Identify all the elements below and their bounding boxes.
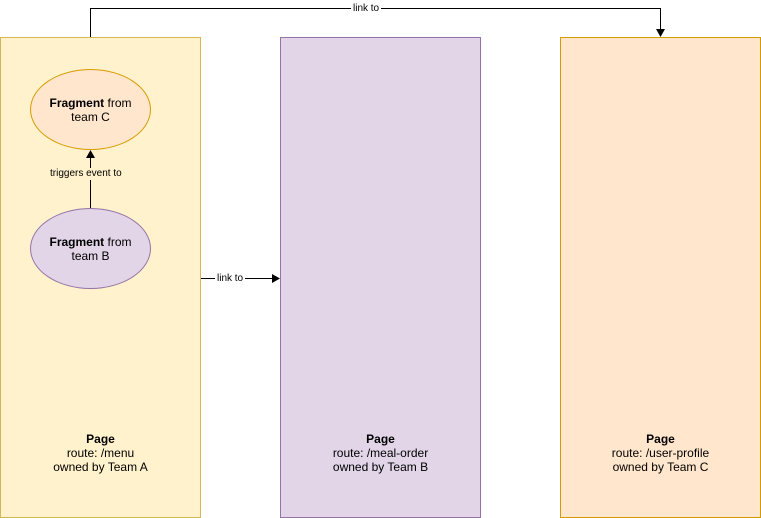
fragment-team-b: Fragment from team B: [30, 208, 151, 289]
page-meal-order-label: Page route: /meal-order owned by Team B: [281, 432, 480, 474]
page-user-profile-route: route: /user-profile: [611, 446, 710, 460]
edge-label-menu-to-meal-order: link to: [215, 273, 246, 285]
page-meal-order: Page route: /meal-order owned by Team B: [280, 37, 481, 518]
arrowhead-menu-to-user-profile: [656, 29, 665, 37]
fragment-team-c-text: Fragment from team C: [37, 96, 144, 124]
fragment-team-c-bold: Fragment: [49, 95, 105, 110]
fragment-team-c: Fragment from team C: [30, 69, 151, 150]
arrowhead-menu-to-meal-order: [272, 274, 280, 283]
edge-label-menu-to-user-profile: link to: [351, 3, 382, 15]
page-user-profile-label: Page route: /user-profile owned by Team …: [561, 432, 760, 474]
page-menu-owner: owned by Team A: [53, 460, 148, 474]
fragment-team-b-text: Fragment from team B: [37, 235, 144, 263]
edge-label-triggers-event: triggers event to: [48, 168, 124, 180]
fragment-team-b-rest: from team B: [71, 234, 132, 263]
page-user-profile-title: Page: [646, 432, 675, 446]
arrowhead-fragment-b-to-fragment-c: [86, 150, 95, 158]
page-user-profile: Page route: /user-profile owned by Team …: [560, 37, 761, 518]
page-meal-order-owner: owned by Team B: [332, 460, 429, 474]
page-user-profile-owner: owned by Team C: [612, 460, 709, 474]
page-menu-title: Page: [86, 432, 115, 446]
page-menu-route: route: /menu: [66, 446, 135, 460]
fragment-team-c-rest: from team C: [71, 95, 132, 124]
page-meal-order-route: route: /meal-order: [332, 446, 429, 460]
fragment-team-b-bold: Fragment: [49, 234, 105, 249]
page-meal-order-title: Page: [366, 432, 395, 446]
page-menu-label: Page route: /menu owned by Team A: [1, 432, 200, 474]
